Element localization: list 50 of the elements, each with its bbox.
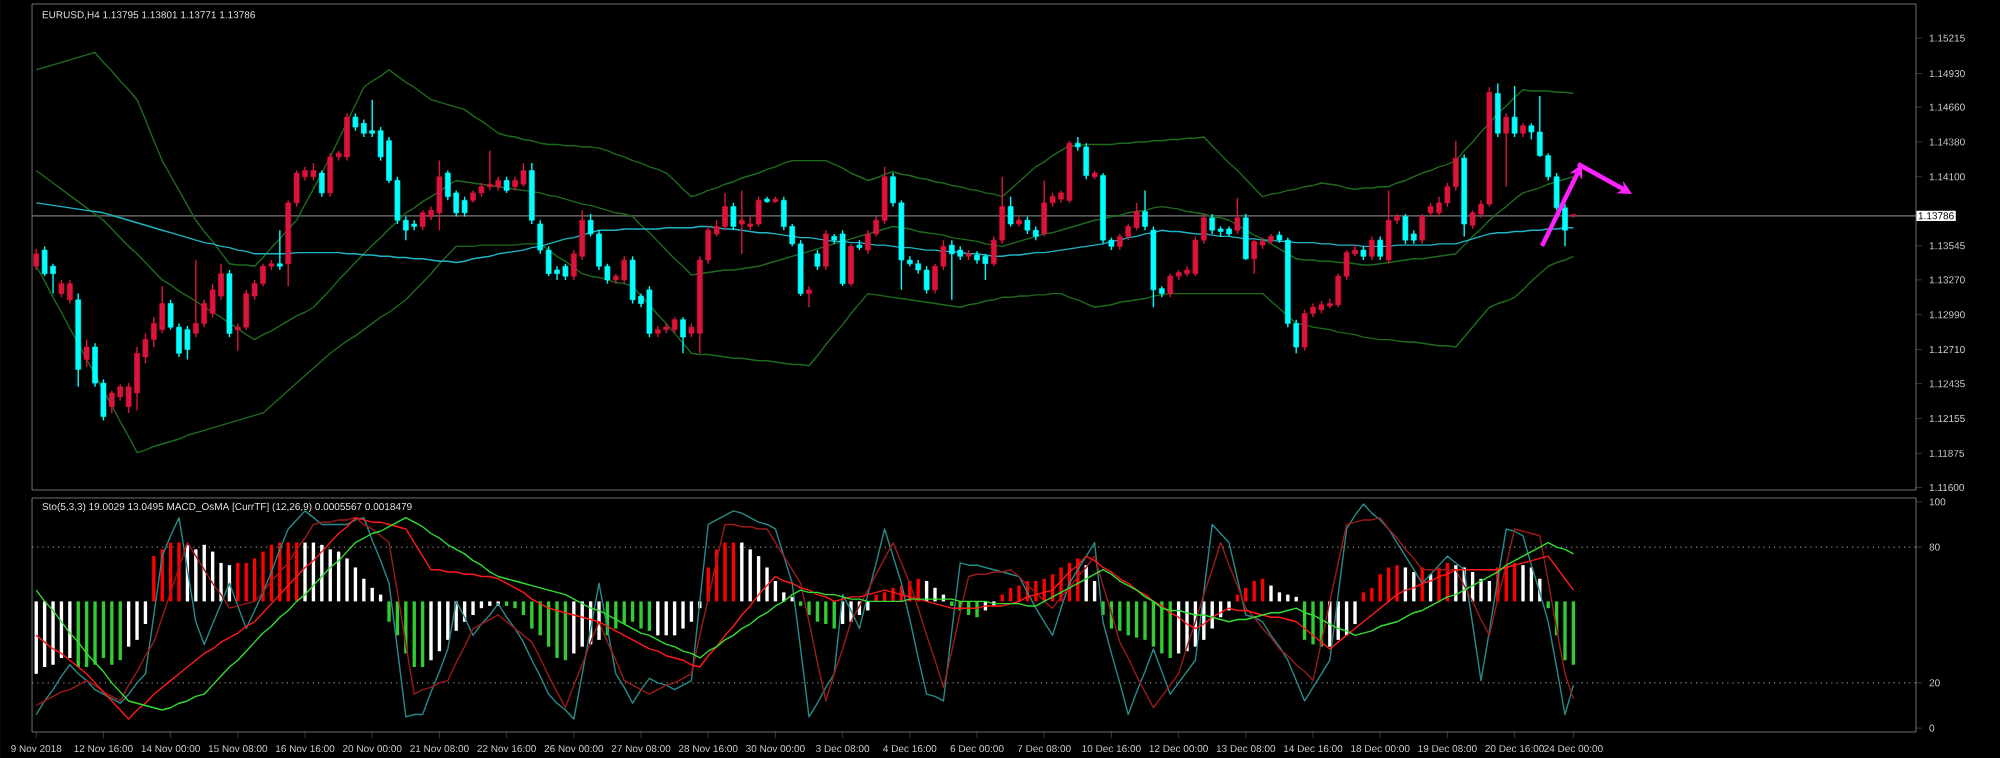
candlestick: [1469, 209, 1476, 230]
candlestick: [1142, 189, 1148, 231]
candlestick: [730, 202, 737, 231]
candlestick: [923, 265, 930, 295]
candlestick: [1083, 142, 1090, 180]
candlestick: [680, 316, 686, 354]
candlestick: [1402, 213, 1409, 245]
candlestick: [1385, 189, 1392, 265]
candlestick: [1041, 179, 1048, 238]
candlestick: [1503, 112, 1510, 188]
candlestick: [193, 259, 199, 338]
candlestick: [520, 162, 527, 188]
candlestick: [41, 245, 48, 277]
candlestick: [327, 152, 334, 198]
candlestick: [1377, 235, 1384, 261]
candlestick: [1511, 85, 1518, 138]
candlestick: [621, 255, 628, 285]
candlestick: [1242, 213, 1249, 261]
candlestick: [1007, 195, 1014, 228]
candlestick: [436, 159, 443, 231]
candlestick: [83, 338, 90, 368]
candlestick: [419, 209, 426, 231]
candlestick: [1251, 239, 1258, 275]
candlestick: [159, 285, 166, 335]
candlestick: [848, 243, 854, 287]
candlestick: [646, 285, 653, 338]
candlestick: [949, 239, 955, 301]
candlestick: [629, 255, 636, 305]
candlestick: [243, 289, 250, 331]
candlestick: [755, 195, 762, 228]
candlestick: [1419, 213, 1426, 245]
candlestick: [1167, 273, 1174, 299]
candlestick: [1368, 235, 1375, 261]
candlestick: [1209, 213, 1216, 235]
candlestick: [982, 253, 989, 281]
candlestick: [814, 249, 821, 271]
candlestick: [184, 325, 191, 361]
candlestick: [1301, 309, 1308, 352]
candlestick: [1133, 202, 1140, 231]
candlestick: [823, 229, 829, 271]
candlestick: [277, 229, 283, 271]
candlestick: [806, 285, 812, 308]
candlestick: [319, 169, 325, 198]
candlestick: [33, 248, 40, 271]
candlestick: [739, 189, 745, 255]
candlestick: [1234, 197, 1241, 235]
candlestick: [109, 389, 115, 414]
candlestick: [1562, 203, 1568, 248]
candlestick: [461, 195, 468, 218]
candlestick: [1494, 82, 1501, 138]
